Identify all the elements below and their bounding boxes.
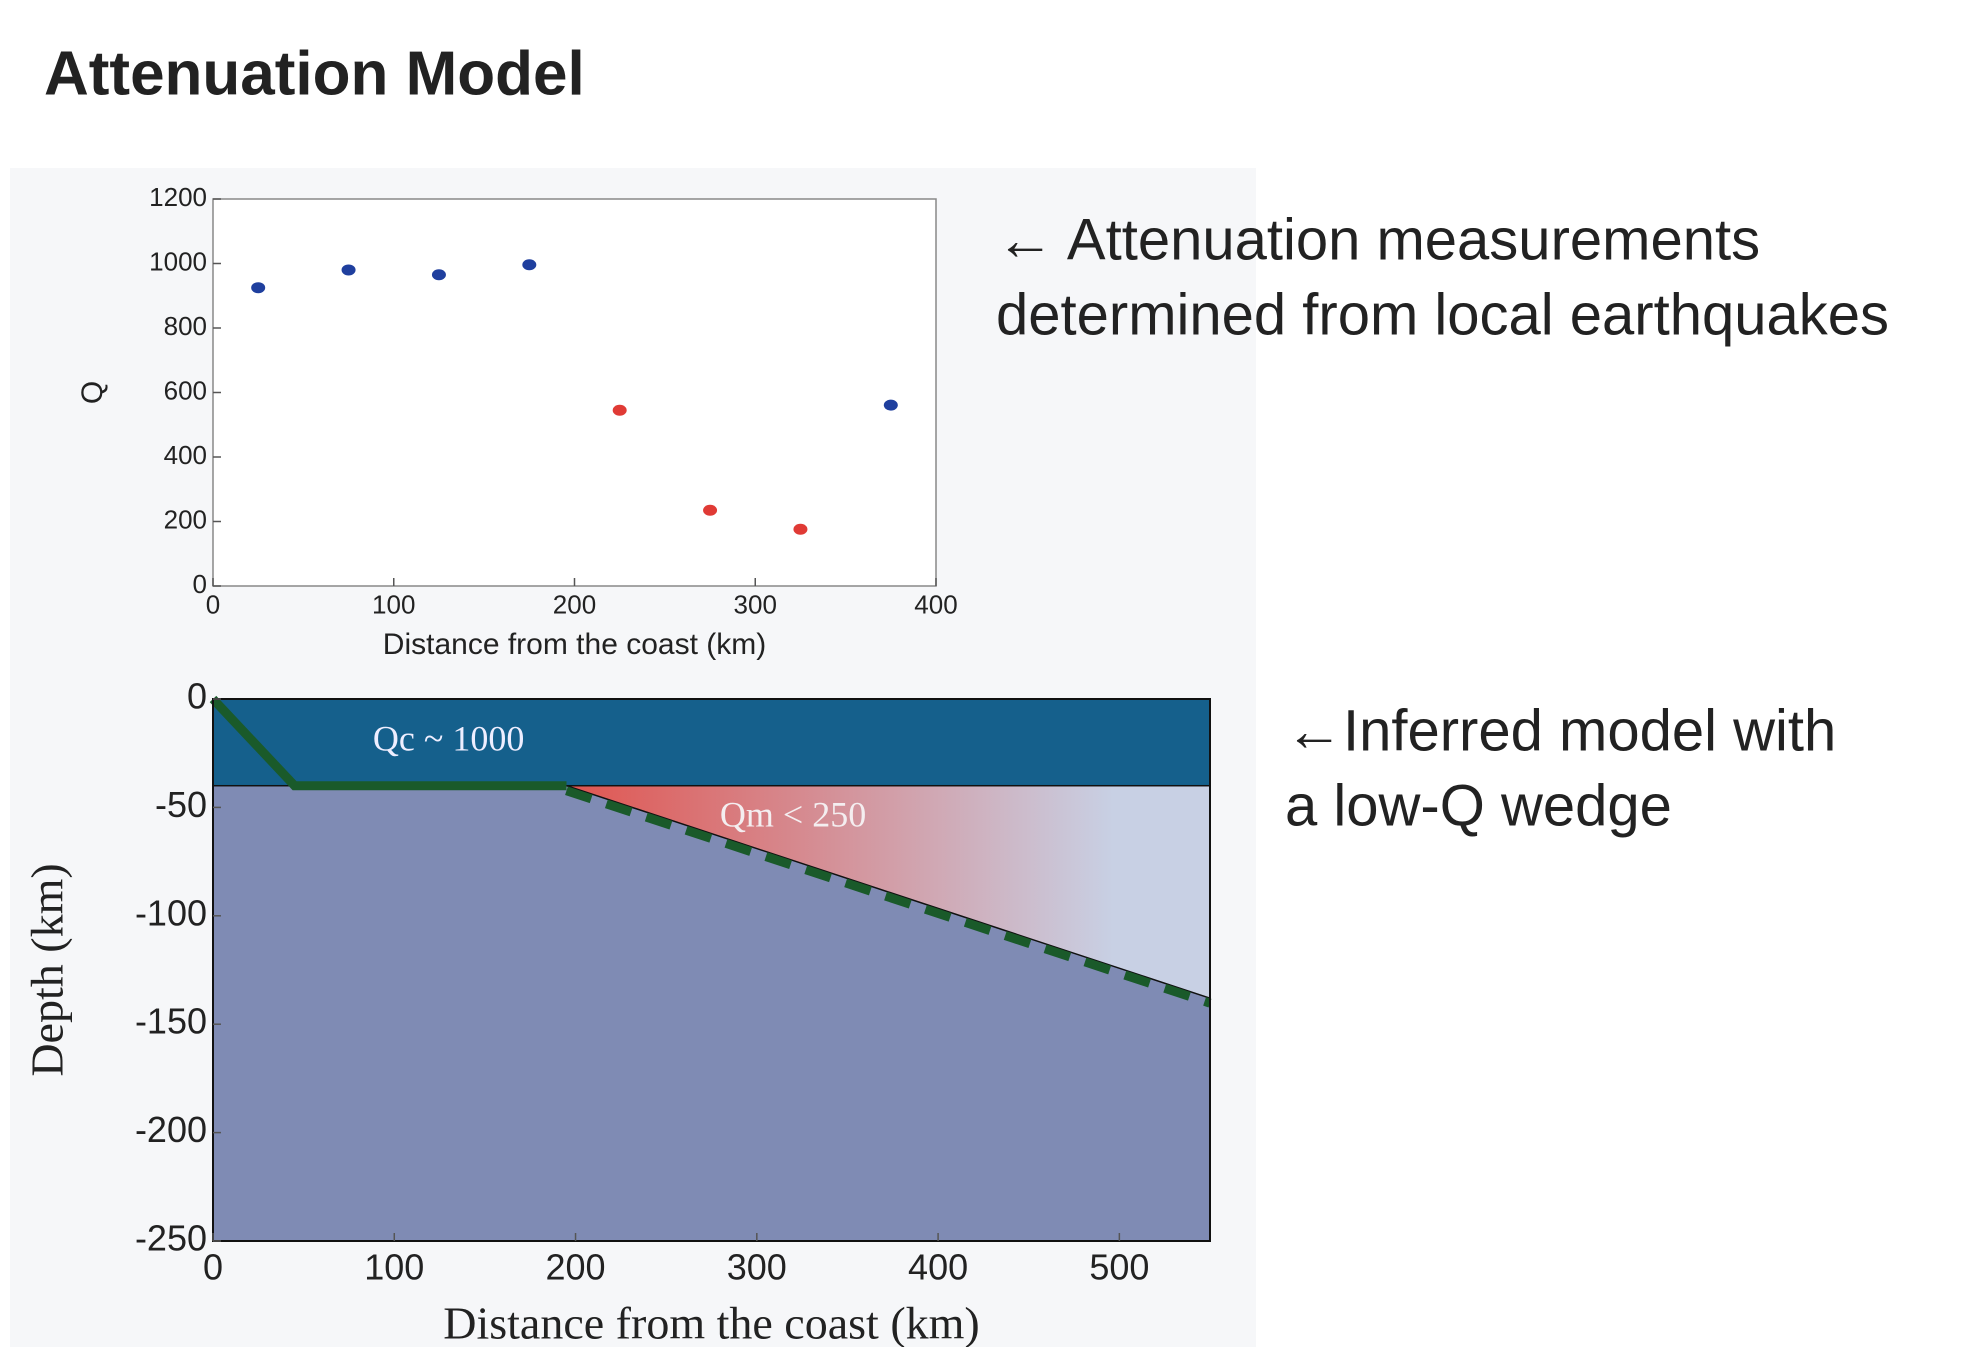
plot-area [212, 198, 937, 587]
x-tick-label: 0 [206, 590, 220, 620]
x-tick-label: 400 [908, 1246, 968, 1287]
annotation: determined from local earthquakes [996, 282, 1889, 347]
data-point [612, 404, 627, 416]
x-axis-label: Distance from the coast (km) [383, 628, 766, 661]
annotation: ← Attenuation measurements [996, 207, 1760, 272]
y-tick-label: 0 [187, 676, 207, 717]
region-label: Qc ~ 1000 [373, 719, 524, 759]
x-tick-label: 0 [203, 1246, 223, 1287]
y-tick-label: -250 [135, 1218, 207, 1259]
data-point [251, 282, 266, 294]
y-tick-label: -100 [135, 892, 207, 933]
plot-frame [212, 698, 1211, 1242]
region-label: Qm < 250 [720, 795, 866, 835]
data-point [703, 504, 718, 516]
annotation: ←Inferred model with [1285, 698, 1836, 763]
y-tick-label: 600 [164, 375, 207, 405]
y-tick-label: 200 [164, 504, 207, 534]
x-tick-label: 500 [1089, 1246, 1149, 1287]
y-tick-label: 0 [193, 569, 207, 599]
y-tick-label: 1000 [149, 246, 207, 276]
y-tick-label: 800 [164, 311, 207, 341]
crust [212, 698, 1211, 787]
y-axis-label: Depth (km) [22, 863, 73, 1076]
y-axis-label: Q [76, 381, 109, 404]
y-tick-label: -200 [135, 1109, 207, 1150]
x-tick-label: 300 [727, 1246, 787, 1287]
x-tick-label: 200 [546, 1246, 606, 1287]
y-tick-label: -150 [135, 1001, 207, 1042]
slab-surface [566, 785, 1211, 999]
x-tick-label: 100 [372, 590, 415, 620]
data-point [341, 264, 356, 276]
data-point [522, 259, 537, 271]
y-tick-label: 1200 [149, 182, 207, 212]
data-point [431, 269, 446, 281]
data-point [793, 523, 808, 535]
x-tick-label: 400 [914, 590, 957, 620]
x-tick-label: 200 [553, 590, 596, 620]
annotation: a low-Q wedge [1285, 773, 1672, 838]
slab-boundary [209, 695, 567, 791]
data-point [883, 399, 898, 411]
x-axis-label: Distance from the coast (km) [443, 1298, 979, 1347]
y-tick-label: 400 [164, 440, 207, 470]
y-tick-label: -50 [155, 784, 207, 825]
slab-boundary-dashed [565, 786, 1212, 1008]
slide-title: Attenuation Model [44, 39, 585, 108]
x-tick-label: 300 [734, 590, 777, 620]
x-tick-label: 100 [364, 1246, 424, 1287]
